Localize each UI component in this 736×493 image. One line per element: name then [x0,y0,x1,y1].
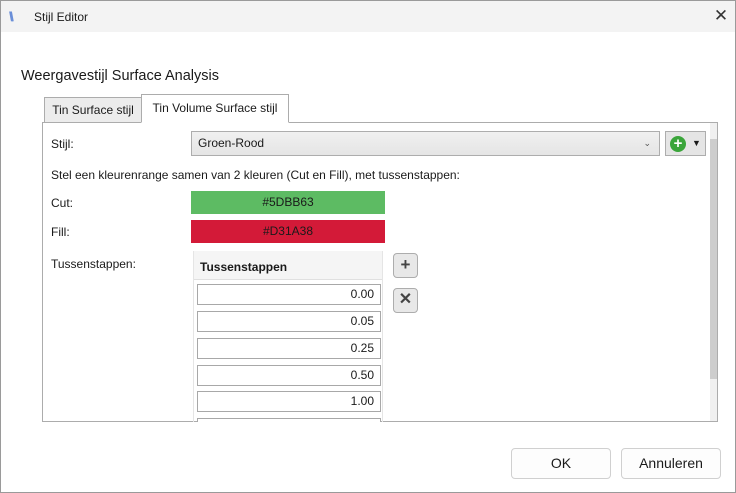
steps-label: Tussenstappen: [51,257,136,271]
step-input-partial[interactable] [197,418,381,422]
step-input[interactable]: 0.25 [197,338,381,359]
step-input[interactable]: 0.50 [197,365,381,386]
page-title: Weergavestijl Surface Analysis [21,68,219,84]
stijl-label: Stijl: [51,137,74,151]
scrollbar-thumb[interactable] [710,139,717,379]
description-text: Stel een kleurenrange samen van 2 kleure… [51,168,460,182]
add-step-button[interactable]: + [393,253,418,278]
close-icon: ✕ [398,291,413,308]
remove-step-button[interactable]: ✕ [393,288,418,313]
chevron-down-icon: ⌄ [643,138,651,148]
dropdown-arrow-icon: ▼ [692,138,701,148]
fill-label: Fill: [51,225,70,239]
stijl-select[interactable]: Groen-Rood ⌄ [191,131,660,156]
cut-label: Cut: [51,196,74,210]
steps-grid: Tussenstappen 0.00 0.05 0.25 0.50 1.00 [193,251,383,422]
window-title: Stijl Editor [34,10,89,24]
fill-color-picker[interactable]: #D31A38 [191,220,385,243]
tab-tin-volume-surface-stijl[interactable]: Tin Volume Surface stijl [141,94,289,123]
grid-header[interactable]: Tussenstappen [194,251,382,280]
ok-button[interactable]: OK [511,448,611,479]
plus-icon: + [400,255,411,274]
step-input[interactable]: 1.00 [197,391,381,412]
step-input[interactable]: 0.00 [197,284,381,305]
tab-tin-surface-stijl[interactable]: Tin Surface stijl [44,97,142,123]
cancel-button[interactable]: Annuleren [621,448,721,479]
step-input[interactable]: 0.05 [197,311,381,332]
add-style-button[interactable]: + ▼ [665,131,706,156]
cut-color-picker[interactable]: #5DBB63 [191,191,385,214]
stijl-select-value: Groen-Rood [198,136,265,150]
close-icon[interactable]: ✕ [713,6,729,25]
title-bar [1,1,735,32]
app-logo-icon: \\\ [9,9,14,24]
plus-circle-icon: + [670,136,686,152]
